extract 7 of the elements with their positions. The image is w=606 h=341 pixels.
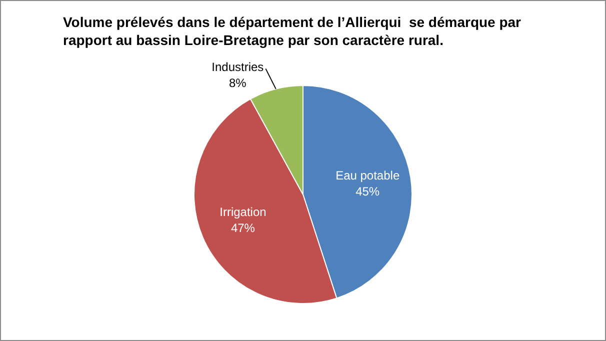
- slice-label: Eau potable: [336, 168, 400, 183]
- data-label: 47%: [230, 220, 256, 235]
- data-label: 45%: [356, 184, 380, 199]
- chart-title: Volume prélevés dans le département de l’Allierqui se démarque par rapport au bassin Loire-Bretagne par son caractère rural.: [63, 13, 522, 49]
- slice-label: Industries: [212, 60, 264, 74]
- data-label: 8%: [229, 76, 247, 90]
- slice-label: Irrigation: [220, 204, 266, 219]
